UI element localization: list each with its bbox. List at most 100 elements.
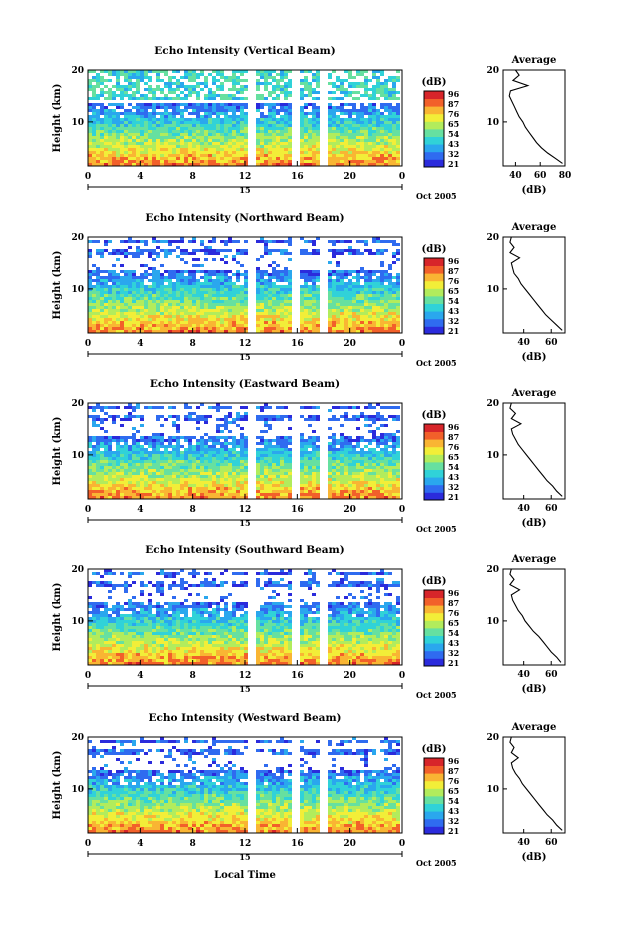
heatmap-cell [180, 121, 184, 124]
heatmap-cell [160, 139, 164, 142]
heatmap-cell [344, 288, 348, 291]
heatmap-cells [88, 70, 400, 166]
heatmap-cell [228, 279, 232, 282]
heatmap-cell [256, 270, 260, 273]
heatmap-cell [236, 97, 240, 100]
heatmap-cell [160, 103, 164, 106]
heatmap-cell [244, 106, 248, 109]
heatmap-cell [384, 321, 388, 324]
heatmap-cell [232, 282, 236, 285]
heatmap-cell [316, 115, 320, 118]
heatmap-cell [220, 133, 224, 136]
heatmap-cell [236, 466, 240, 469]
heatmap-cell [152, 91, 156, 94]
heatmap-cell [140, 318, 144, 321]
heatmap-cell [332, 142, 336, 145]
heatmap-cell [260, 469, 264, 472]
heatmap-cell [96, 493, 100, 496]
heatmap-cell [192, 91, 196, 94]
heatmap-cell [104, 151, 108, 154]
heatmap-cell [280, 297, 284, 300]
heatmap-cell [244, 297, 248, 300]
heatmap-cell [108, 121, 112, 124]
heatmap-cell [108, 315, 112, 318]
heatmap-cell [232, 454, 236, 457]
heatmap-cell [128, 130, 132, 133]
heatmap-cell [216, 312, 220, 315]
heatmap-cell [288, 127, 292, 130]
heatmap-cell [184, 154, 188, 157]
heatmap-cell [368, 282, 372, 285]
heatmap-cell [264, 85, 268, 88]
heatmap-cell [188, 315, 192, 318]
heatmap-cell [116, 436, 120, 439]
heatmap-cell [128, 291, 132, 294]
heatmap-cell [148, 487, 152, 490]
heatmap-cell [212, 109, 216, 112]
heatmap-cell [304, 475, 308, 478]
heatmap-cell [384, 109, 388, 112]
heatmap-cell [256, 85, 260, 88]
heatmap-cell [356, 249, 360, 252]
heatmap-cell [376, 312, 380, 315]
heatmap-cell [256, 118, 260, 121]
heatmap-cell [280, 484, 284, 487]
heatmap-cell [112, 457, 116, 460]
heatmap-cell [364, 318, 368, 321]
heatmap-cell [160, 276, 164, 279]
heatmap-cell [276, 330, 280, 333]
heatmap-cell [272, 484, 276, 487]
heatmap-cell [92, 133, 96, 136]
heatmap-cell [304, 288, 308, 291]
heatmap-cell [240, 472, 244, 475]
heatmap-cell [336, 297, 340, 300]
heatmap-cell [264, 88, 268, 91]
heatmap-cell [260, 409, 264, 412]
heatmap-cell [132, 136, 136, 139]
heatmap-cell [284, 481, 288, 484]
heatmap-cell [216, 300, 220, 303]
heatmap-cell [372, 151, 376, 154]
heatmap-cell [156, 457, 160, 460]
heatmap-cell [304, 160, 308, 163]
heatmap-cell [328, 160, 332, 163]
heatmap-cell [128, 115, 132, 118]
heatmap-cell [228, 237, 232, 240]
heatmap-cell [272, 460, 276, 463]
heatmap-cell [188, 112, 192, 115]
heatmap-cell [100, 145, 104, 148]
heatmap-cell [336, 288, 340, 291]
heatmap-cell [240, 330, 244, 333]
heatmap-cell [200, 288, 204, 291]
heatmap-cell [268, 327, 272, 330]
heatmap-cell [188, 466, 192, 469]
heatmap-cell [356, 306, 360, 309]
heatmap-cell [276, 85, 280, 88]
heatmap-cell [144, 463, 148, 466]
heatmap-cell [216, 73, 220, 76]
heatmap-cell [272, 493, 276, 496]
heatmap-cell [176, 112, 180, 115]
heatmap-cell [164, 291, 168, 294]
heatmap-cell [260, 145, 264, 148]
heatmap-cell [144, 324, 148, 327]
heatmap-cell [352, 91, 356, 94]
heatmap-cell [272, 273, 276, 276]
heatmap-cell [344, 249, 348, 252]
heatmap-cell [284, 415, 288, 418]
heatmap-cell [348, 157, 352, 160]
heatmap-cell [216, 460, 220, 463]
heatmap-cell [200, 448, 204, 451]
heatmap-cell [260, 457, 264, 460]
heatmap-cell [368, 157, 372, 160]
heatmap-cell [92, 475, 96, 478]
heatmap-cell [136, 70, 140, 73]
heatmap-cell [216, 297, 220, 300]
heatmap-cell [224, 291, 228, 294]
heatmap-cell [368, 300, 372, 303]
heatmap-cell [272, 124, 276, 127]
heatmap-cell [160, 130, 164, 133]
heatmap-cell [348, 252, 352, 255]
heatmap-cell [96, 294, 100, 297]
heatmap-cell [312, 490, 316, 493]
